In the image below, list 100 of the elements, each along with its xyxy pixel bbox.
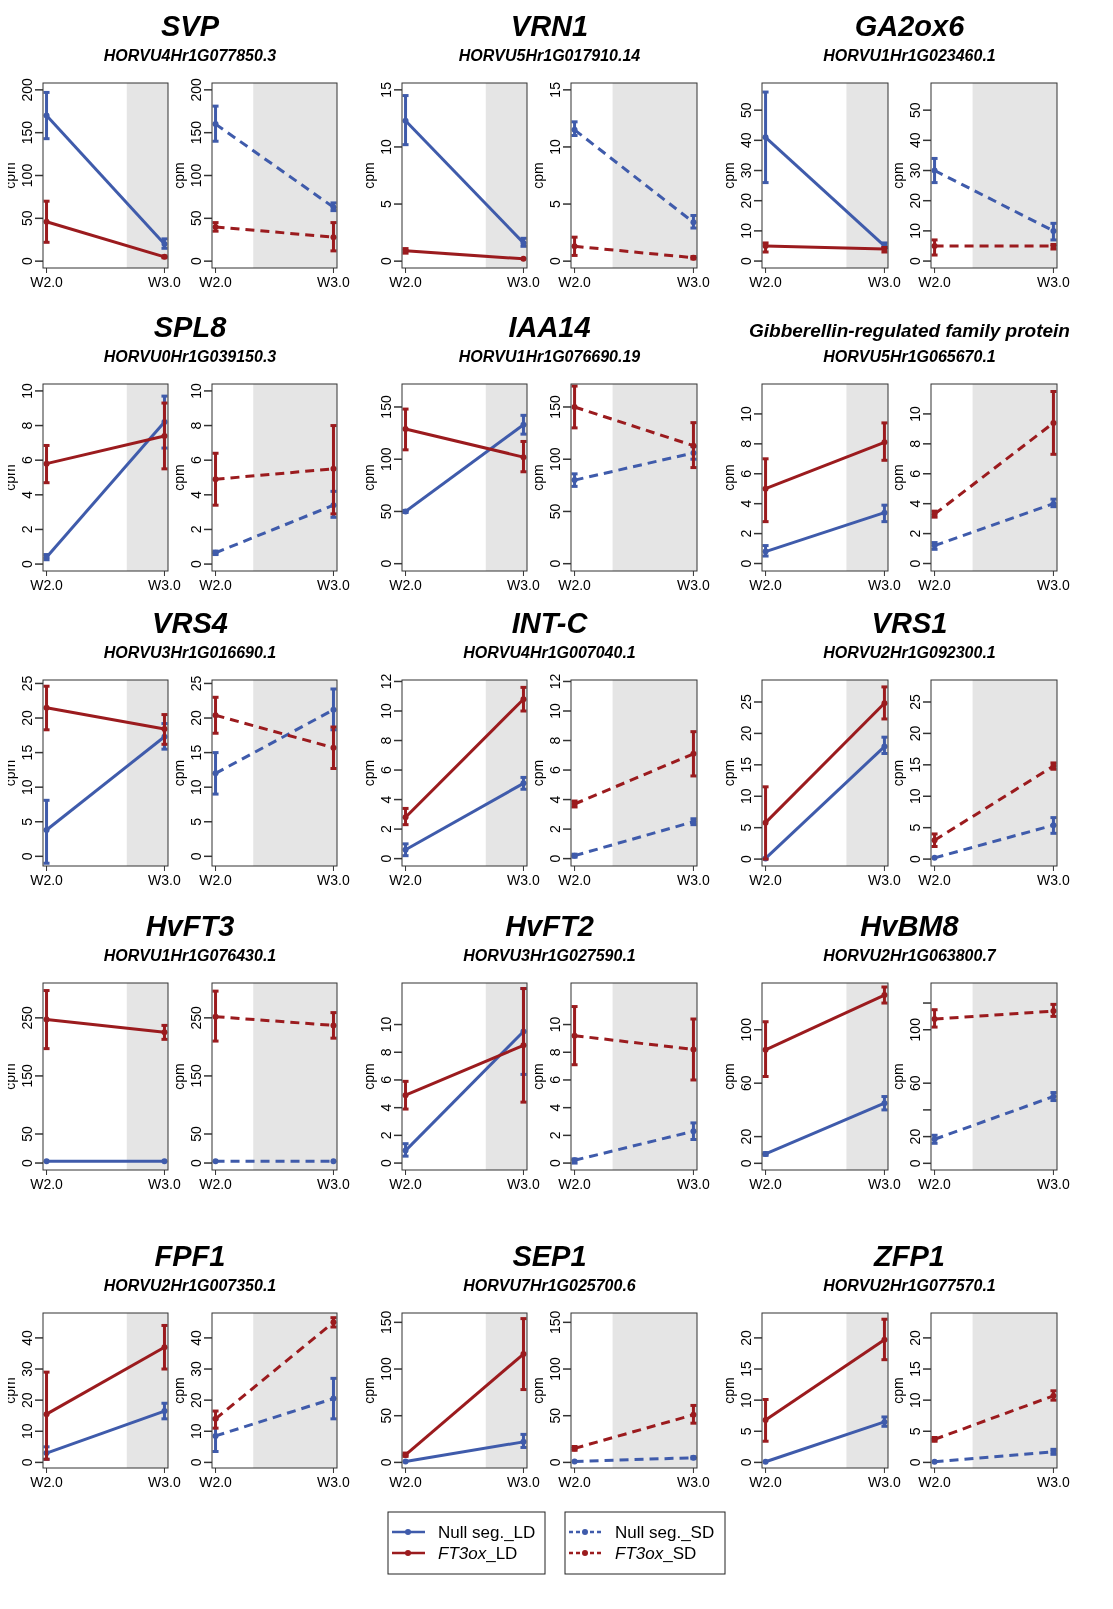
y-tick-label: 10 <box>188 382 204 399</box>
y-tick-label: 0 <box>188 1158 204 1167</box>
y-tick-label: 4 <box>378 795 394 804</box>
chart-subtitle: HORVU4Hr1G007040.1 <box>463 644 636 661</box>
y-tick-label: 0 <box>19 559 35 568</box>
chart-subtitle: HORVU7Hr1G025700.6 <box>463 1277 636 1294</box>
chart-title: GA2ox6 <box>854 10 966 42</box>
y-axis-title: cpm <box>890 1063 906 1090</box>
y-tick-label: 2 <box>547 1131 563 1140</box>
x-tick-label: W3.0 <box>868 577 901 593</box>
x-tick-label: W3.0 <box>317 872 351 888</box>
y-tick-label: 0 <box>188 1458 204 1467</box>
chart-title: FPF1 <box>154 1240 226 1272</box>
y-tick-label: 0 <box>907 854 923 863</box>
y-tick-label: 50 <box>378 1407 394 1424</box>
y-axis-title: cpm <box>2 162 18 189</box>
y-tick-label: 25 <box>188 675 204 692</box>
y-tick-label: 8 <box>378 1048 394 1057</box>
x-tick-label: W2.0 <box>749 577 783 593</box>
x-tick-label: W3.0 <box>317 1176 351 1192</box>
y-tick-label: 20 <box>907 1128 923 1145</box>
y-tick-label: 10 <box>378 138 394 155</box>
y-tick-label: 10 <box>188 1423 204 1440</box>
chart-subtitle: HORVU1Hr1G023460.1 <box>823 47 996 64</box>
y-tick-label: 0 <box>547 1458 563 1467</box>
y-tick-label: 10 <box>188 779 204 795</box>
x-tick-label: W2.0 <box>199 872 233 888</box>
x-tick-label: W2.0 <box>749 1176 783 1192</box>
x-tick-label: W3.0 <box>1037 1474 1070 1490</box>
y-axis-title: cpm <box>361 1063 377 1090</box>
y-axis-title: cpm <box>721 759 737 787</box>
x-tick-label: W3.0 <box>317 1474 351 1490</box>
y-tick-label: 4 <box>738 499 754 508</box>
y-tick-label: 100 <box>188 163 204 188</box>
y-tick-label: 2 <box>738 529 754 538</box>
y-tick-label: 4 <box>378 1103 394 1112</box>
y-tick-label: 50 <box>738 102 754 118</box>
y-tick-label: 6 <box>907 469 923 478</box>
x-tick-label: W2.0 <box>199 274 233 290</box>
y-tick-label: 25 <box>907 694 923 710</box>
chart-title: SPL8 <box>153 311 228 343</box>
y-tick-label: 100 <box>738 1017 754 1042</box>
x-tick-label: W3.0 <box>148 1176 182 1192</box>
y-tick-label: 40 <box>907 132 923 149</box>
chart-title: IAA14 <box>508 311 591 343</box>
y-tick-label: 20 <box>738 725 754 742</box>
y-axis-title: cpm <box>530 162 546 189</box>
chart-subtitle: HORVU2Hr1G077570.1 <box>823 1277 996 1294</box>
chart-title: SVP <box>160 10 220 42</box>
chart-subtitle: HORVU5Hr1G065670.1 <box>823 348 996 365</box>
chart-title: Gibberellin-regulated family protein <box>749 320 1070 341</box>
y-tick-label: 150 <box>547 395 563 419</box>
y-tick-label: 4 <box>547 1103 563 1112</box>
y-tick-label: 0 <box>547 257 563 266</box>
x-tick-label: W3.0 <box>148 872 182 888</box>
y-tick-label: 0 <box>19 852 35 861</box>
y-tick-label: 0 <box>188 559 204 568</box>
y-tick-label: 50 <box>547 503 563 520</box>
chart-subtitle: HORVU0Hr1G039150.3 <box>103 348 277 365</box>
y-tick-label: 60 <box>907 1075 923 1091</box>
y-tick-label: 50 <box>188 1126 204 1142</box>
y-tick-label: 20 <box>738 1329 754 1346</box>
y-tick-label: 10 <box>907 222 923 239</box>
x-tick-label: W2.0 <box>389 274 423 290</box>
y-tick-label: 250 <box>19 1005 35 1030</box>
y-tick-label: 0 <box>188 257 204 266</box>
y-tick-label: 150 <box>19 1064 35 1088</box>
y-tick-label: 6 <box>738 469 754 478</box>
x-tick-label: W2.0 <box>30 1176 64 1192</box>
chart-subtitle: HORVU2Hr1G007350.1 <box>103 1277 277 1294</box>
y-axis-title: cpm <box>171 1377 187 1404</box>
x-tick-label: W2.0 <box>558 872 592 888</box>
x-tick-label: W3.0 <box>1037 274 1070 290</box>
y-axis-title: cpm <box>721 162 737 189</box>
y-tick-label: 8 <box>19 421 35 430</box>
y-tick-label: 150 <box>188 1064 204 1088</box>
y-tick-label: 5 <box>378 199 394 208</box>
x-tick-label: W2.0 <box>558 274 592 290</box>
y-tick-label: 8 <box>378 736 394 745</box>
chart-subtitle: HORVU1Hr1G076430.1 <box>103 947 277 964</box>
y-tick-label: 15 <box>907 1361 923 1377</box>
y-axis-title: cpm <box>890 1377 906 1404</box>
x-tick-label: W2.0 <box>389 872 423 888</box>
y-tick-label: 2 <box>188 525 204 534</box>
chart-title: HvBM8 <box>860 910 960 942</box>
y-axis-title: cpm <box>890 759 906 787</box>
y-tick-label: 20 <box>907 1329 923 1346</box>
y-axis-title: cpm <box>890 162 906 189</box>
y-axis-title: cpm <box>171 1063 187 1090</box>
chart-title: HvFT3 <box>145 910 235 942</box>
y-tick-label: 100 <box>378 1357 394 1381</box>
y-tick-label: 5 <box>738 1427 754 1436</box>
x-tick-label: W3.0 <box>507 274 541 290</box>
y-tick-label: 15 <box>19 744 35 761</box>
y-tick-label: 50 <box>188 210 204 227</box>
y-tick-label: 0 <box>738 1159 754 1168</box>
y-tick-label: 10 <box>738 222 754 239</box>
y-tick-label: 0 <box>19 1158 35 1167</box>
y-tick-label: 200 <box>188 77 204 102</box>
chart-subtitle: HORVU5Hr1G017910.14 <box>458 47 641 64</box>
